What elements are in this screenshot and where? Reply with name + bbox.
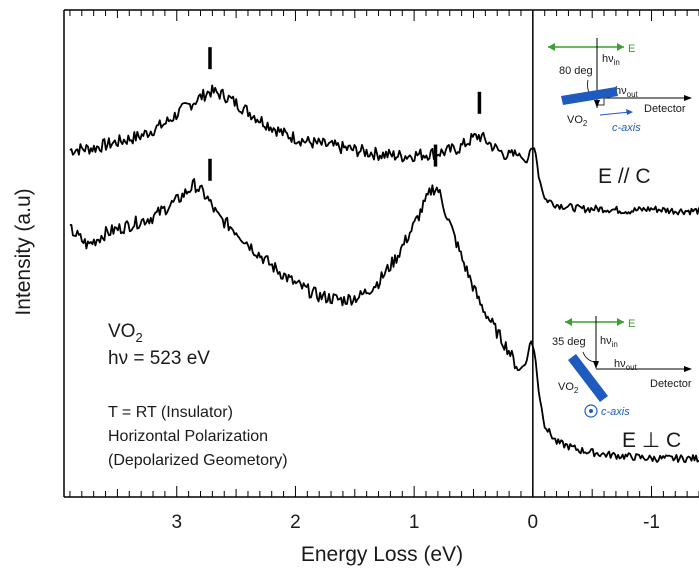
material-label: VO2: [108, 321, 143, 345]
out-of-plane-icon: [584, 404, 598, 418]
series-line-1: [69, 177, 699, 464]
geometry-inset-perpendicular: E hνin 35 deg hνout Detector VO2 c-axis: [552, 316, 692, 418]
energy-label: hν = 523 eV: [108, 348, 210, 369]
field-e-label: E: [628, 43, 635, 55]
detector-label: Detector: [644, 103, 686, 115]
bottom-axis-ticks: [69, 486, 699, 497]
hv-in-label: hνin: [602, 53, 620, 67]
hv-out-label: hνout: [615, 85, 639, 99]
x-tick-label: 3: [171, 512, 182, 533]
hv-in-label-2: hνin: [600, 335, 618, 349]
series-line-0: [69, 84, 699, 216]
y-axis-title: Intensity (a.u): [12, 188, 35, 315]
sample-label: VO2: [567, 114, 588, 128]
geometry-label: (Depolarized Geometory): [108, 452, 288, 469]
top-axis-ticks: [69, 10, 699, 21]
sample-label-2: VO2: [558, 381, 579, 395]
geometry-inset-parallel: E hνin 80 deg hνout Detector VO2 c-axis: [548, 38, 692, 134]
pol-label-perpendicular: E ⊥ C: [622, 429, 681, 452]
x-tick-label: 1: [409, 512, 420, 533]
x-tick-labels: 3 2 1 0 -1: [171, 512, 660, 533]
hv-out-label-2: hνout: [614, 358, 638, 372]
pol-label-parallel: E // C: [598, 165, 651, 188]
material-subscript: 2: [135, 330, 142, 345]
x-axis-title: Energy Loss (eV): [301, 543, 463, 566]
x-tick-label: 2: [290, 512, 301, 533]
detector-label-2: Detector: [650, 378, 692, 390]
x-tick-label: 0: [528, 512, 539, 533]
sample-annotation: VO2 hν = 523 eV T = RT (Insulator) Horiz…: [108, 321, 288, 469]
field-e-label-2: E: [628, 318, 635, 330]
c-axis-label-2: c-axis: [601, 406, 630, 418]
c-axis-label: c-axis: [612, 122, 641, 134]
temperature-label: T = RT (Insulator): [108, 404, 233, 421]
x-tick-label: -1: [643, 512, 660, 533]
peak-markers: [208, 47, 482, 181]
angle-label: 80 deg: [559, 65, 593, 77]
plot-frame: [63, 9, 699, 498]
polarization-label: Horizontal Polarization: [108, 428, 268, 445]
series-layer: [69, 84, 699, 464]
angle-label-2: 35 deg: [552, 336, 586, 348]
